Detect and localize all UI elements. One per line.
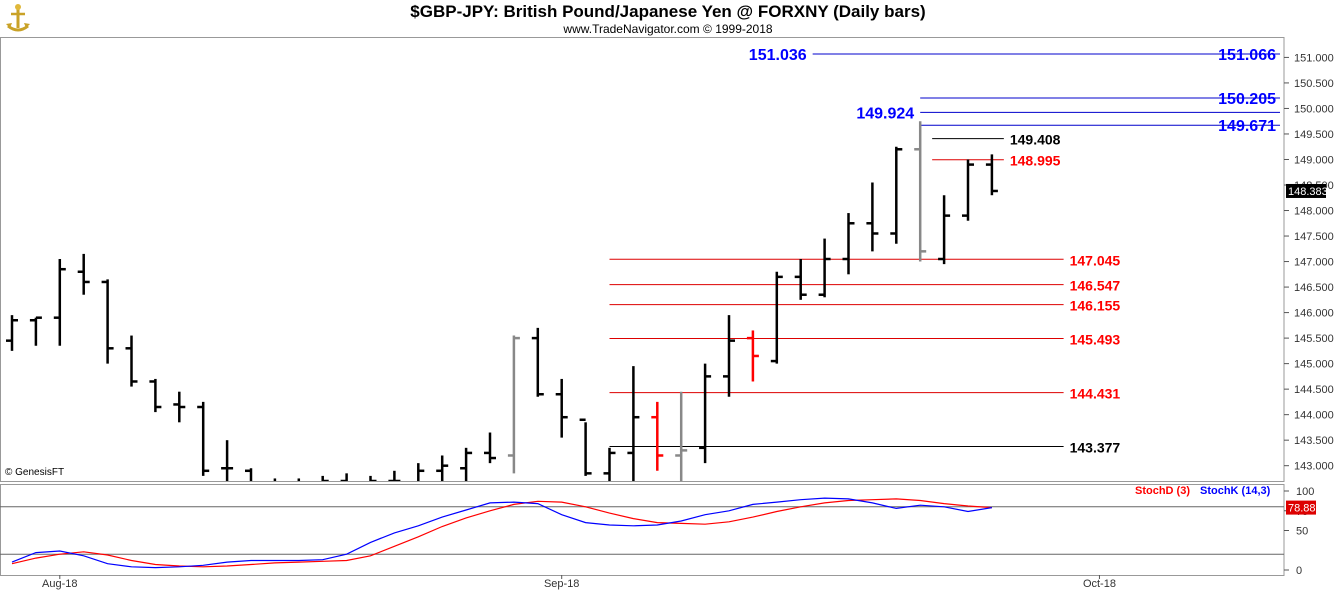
stoch-legend-entry: StochD (3)	[1135, 485, 1190, 497]
level-label: 148.995	[1010, 153, 1061, 169]
price-tick-label: 148.000	[1294, 206, 1334, 218]
date-tick-label: Aug-18	[42, 578, 77, 590]
ohlc-bar	[197, 401, 210, 476]
price-tick-label: 143.000	[1294, 461, 1334, 473]
price-tick-label: 147.000	[1294, 257, 1334, 269]
date-tick-label: Sep-18	[544, 578, 579, 590]
price-tick-label: 146.000	[1294, 308, 1334, 320]
level-label: 145.493	[1070, 331, 1121, 347]
stoch-tick-label: 100	[1296, 486, 1314, 498]
ohlc-bar	[770, 271, 783, 364]
price-tick-label: 145.000	[1294, 359, 1334, 371]
ohlc-bar	[149, 378, 162, 413]
ohlc-bar	[77, 253, 90, 295]
stoch-tick-label: 50	[1296, 526, 1308, 538]
level-label-left: 151.036	[749, 47, 807, 64]
price-tick-label: 149.000	[1294, 154, 1334, 166]
ohlc-bar	[221, 440, 234, 481]
date-tick-label: Oct-18	[1083, 578, 1116, 590]
ohlc-bar	[340, 473, 348, 481]
level-label-right: 149.671	[1218, 118, 1276, 135]
ohlc-bar	[651, 401, 664, 471]
price-tick-label: 147.500	[1294, 231, 1334, 243]
ohlc-bar	[101, 279, 114, 364]
price-tick-label: 145.500	[1294, 333, 1334, 345]
current-price-badge	[1286, 183, 1326, 198]
ohlc-bar	[818, 238, 831, 298]
price-tick-label: 151.000	[1294, 52, 1334, 64]
stoch-pane-frame	[0, 484, 1285, 576]
level-label: 143.377	[1070, 439, 1121, 455]
price-plot-area	[6, 53, 1280, 481]
level-label: 149.408	[1010, 132, 1061, 148]
ohlc-bar	[627, 366, 640, 481]
ohlc-bar	[890, 146, 903, 244]
ohlc-bar	[962, 159, 974, 221]
ohlc-bar	[460, 447, 473, 481]
ohlc-bar	[29, 316, 42, 346]
stoch-legend-entry: StochK (14,3)	[1200, 485, 1271, 497]
ohlc-bar	[369, 475, 377, 481]
ohlc-bar	[985, 154, 998, 196]
ohlc-bar	[938, 195, 951, 265]
ohlc-bar	[723, 315, 735, 397]
price-pane-frame	[0, 37, 1285, 482]
ohlc-bar	[914, 121, 927, 262]
level-label: 144.431	[1070, 386, 1121, 402]
ohlc-bar	[794, 259, 807, 300]
ohlc-bar	[555, 378, 568, 438]
ohlc-bar	[507, 335, 520, 474]
price-tick-label: 150.000	[1294, 103, 1334, 115]
stoch-value-label: 78.88	[1288, 503, 1316, 515]
ohlc-bar	[297, 478, 301, 481]
chart-subtitle: www.TradeNavigator.com © 1999-2018	[563, 22, 773, 36]
ohlc-bar	[699, 363, 712, 464]
level-label: 146.155	[1070, 298, 1121, 314]
chart-title: $GBP-JPY: British Pound/Japanese Yen @ F…	[410, 2, 926, 21]
price-tick-label: 146.500	[1294, 282, 1334, 294]
ohlc-bar	[388, 470, 401, 481]
ohlc-bar	[675, 391, 688, 481]
ohlc-bar	[417, 463, 425, 481]
ohlc-bar	[579, 418, 592, 476]
ohlc-bar	[842, 213, 855, 275]
ohlc-bar	[173, 391, 186, 423]
level-label-left: 149.924	[856, 105, 914, 122]
ohlc-bar	[484, 432, 496, 464]
ohlc-bar	[53, 259, 66, 346]
ohlc-bar	[746, 330, 759, 382]
price-tick-label: 144.500	[1294, 384, 1334, 396]
price-tick-label: 143.500	[1294, 435, 1334, 447]
trade-navigator-logo-icon	[2, 2, 34, 34]
stoch-value-badge	[1286, 500, 1316, 515]
stoch-tick-label: 0	[1296, 565, 1302, 577]
stoch-series-line	[11, 498, 992, 568]
stoch-series-line	[11, 497, 992, 569]
price-tick-label: 149.500	[1294, 129, 1334, 141]
level-label: 147.045	[1070, 252, 1121, 268]
price-tick-label: 144.000	[1294, 410, 1334, 422]
ohlc-bar	[125, 335, 138, 387]
level-label-right: 150.205	[1218, 91, 1276, 108]
ohlc-bar	[245, 468, 253, 481]
level-label: 146.547	[1070, 278, 1121, 294]
ohlc-bar	[603, 447, 616, 481]
level-label-right: 151.066	[1218, 47, 1276, 64]
price-tick-label: 150.500	[1294, 78, 1334, 90]
current-price-label: 148.383	[1288, 186, 1328, 198]
ohlc-bar	[321, 475, 329, 481]
ohlc-bar	[6, 315, 18, 351]
ohlc-bar	[866, 182, 879, 252]
copyright-text: © GenesisFT	[5, 467, 64, 478]
ohlc-bar	[531, 327, 544, 397]
ohlc-bar	[436, 455, 449, 481]
